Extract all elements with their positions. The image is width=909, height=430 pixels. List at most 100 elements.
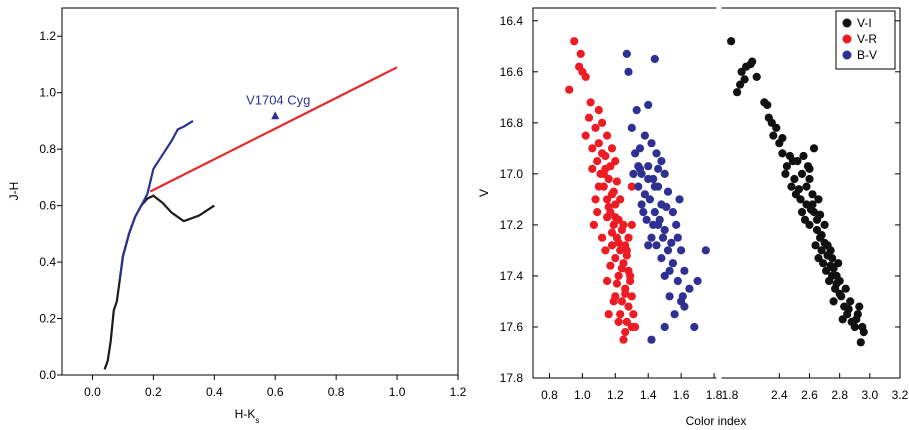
point-v-r: [586, 98, 595, 107]
legend: V-I V-R B-V: [835, 10, 896, 70]
point-v-i: [841, 284, 850, 293]
x-tick-label: 0.2: [145, 385, 162, 399]
point-v-i: [837, 292, 846, 301]
point-v-i: [764, 113, 773, 122]
point-b-v: [634, 182, 643, 191]
point-v-r: [603, 276, 612, 286]
point-b-v: [624, 67, 633, 76]
point-b-v: [644, 241, 653, 250]
point-v-i: [817, 246, 826, 255]
point-b-v: [678, 292, 687, 301]
point-v-r: [603, 131, 612, 140]
point-v-r: [617, 264, 627, 273]
series-line-2: [149, 66, 398, 193]
point-b-v: [652, 241, 661, 250]
point-v-r: [594, 139, 603, 148]
x-tick-label: 2.8: [831, 388, 848, 402]
point-b-v: [662, 202, 671, 212]
point-v-r: [621, 328, 630, 337]
point-v-r: [598, 233, 607, 242]
point-b-v: [673, 233, 682, 242]
point-v-r: [619, 335, 628, 344]
point-b-v: [680, 302, 689, 311]
point-v-i: [838, 315, 847, 324]
point-b-v: [631, 149, 640, 158]
point-v-r: [607, 228, 617, 237]
y-tick-label: 16.8: [500, 116, 524, 130]
point-v-i: [778, 149, 787, 158]
point-b-v: [644, 162, 653, 171]
y-tick-label: 16.6: [500, 65, 524, 79]
point-v-i: [855, 302, 864, 311]
y-tick-label: 17.6: [500, 320, 524, 334]
y-tick-label: 17.8: [500, 371, 524, 385]
x-tick-label: 0.8: [541, 388, 558, 402]
y-tick-label: 1.2: [39, 29, 56, 43]
point-v-r: [612, 177, 622, 186]
y-tick-label: 17.2: [500, 218, 524, 232]
point-b-v: [650, 208, 659, 217]
y-tick-label: 0.0: [39, 368, 56, 382]
point-b-v: [647, 233, 656, 242]
point-v-i: [811, 241, 820, 250]
point-v-r: [565, 85, 574, 94]
x-tick-label: 1.6: [673, 388, 690, 402]
point-b-v: [647, 139, 656, 148]
y-tick-label: 0.8: [39, 142, 56, 156]
point-v-i: [733, 88, 742, 97]
point-v-i: [805, 220, 814, 229]
point-v-r: [594, 106, 603, 115]
point-v-i: [769, 131, 778, 140]
left-x-axis-label: H-Ks: [235, 407, 260, 425]
point-b-v: [627, 123, 636, 132]
point-b-v: [675, 195, 684, 204]
point-v-i: [829, 297, 838, 306]
point-v-i: [832, 271, 841, 280]
right-plot-points: [565, 37, 868, 347]
point-v-r: [603, 213, 612, 222]
point-b-v: [644, 100, 653, 110]
legend-label-b-v: B-V: [857, 48, 877, 62]
point-v-i: [797, 169, 807, 178]
x-tick-label: 3.0: [861, 388, 878, 402]
point-v-i: [727, 37, 736, 46]
x-tick-label: 2.6: [801, 388, 818, 402]
series-line-1: [118, 119, 194, 280]
left-plot-lines: [103, 66, 398, 370]
point-v-i: [844, 305, 853, 314]
series-line-0: [103, 194, 215, 370]
point-v-r: [607, 241, 617, 250]
point-v-i: [825, 276, 834, 286]
point-v-i: [859, 328, 868, 337]
point-v-i: [788, 157, 798, 166]
legend-marker-v-r: [842, 34, 852, 44]
left-plot: V1704 Cyg 0.0 0.2 0.4 0.6 0.8 1.0 1.2 0.00.20.…: [7, 7, 467, 425]
point-v-i: [816, 210, 825, 219]
x-tick-label: 1.0: [574, 388, 591, 402]
point-v-r: [616, 195, 625, 204]
point-v-r: [616, 310, 625, 319]
left-plot-frame: [61, 7, 459, 376]
point-v-r: [593, 208, 602, 217]
point-b-v: [652, 149, 661, 158]
x-tick-label: 0.6: [267, 385, 284, 399]
right-plot: 0.8 1.0 1.2 1.4 1.6 1.8 1.8 2.4 2.6 2.8 3.0 3.2 16.…: [477, 3, 909, 428]
point-v-r: [616, 246, 625, 255]
point-v-r: [611, 213, 620, 222]
point-v-i: [799, 151, 808, 161]
point-v-r: [609, 187, 618, 196]
point-b-v: [693, 276, 702, 286]
point-v-i: [763, 100, 772, 110]
point-v-r: [604, 310, 613, 319]
point-v-r: [606, 162, 615, 171]
right-y-axis-label: V: [477, 189, 491, 197]
point-b-v: [668, 259, 678, 268]
point-v-r: [606, 261, 615, 270]
point-v-i: [856, 338, 865, 347]
x-tick-label: 1.8: [722, 388, 739, 402]
left-y-axis-label: J-H: [7, 182, 21, 201]
point-v-r: [598, 118, 607, 127]
point-b-v: [672, 220, 681, 229]
point-v-r: [609, 297, 618, 306]
point-v-r: [581, 131, 590, 140]
